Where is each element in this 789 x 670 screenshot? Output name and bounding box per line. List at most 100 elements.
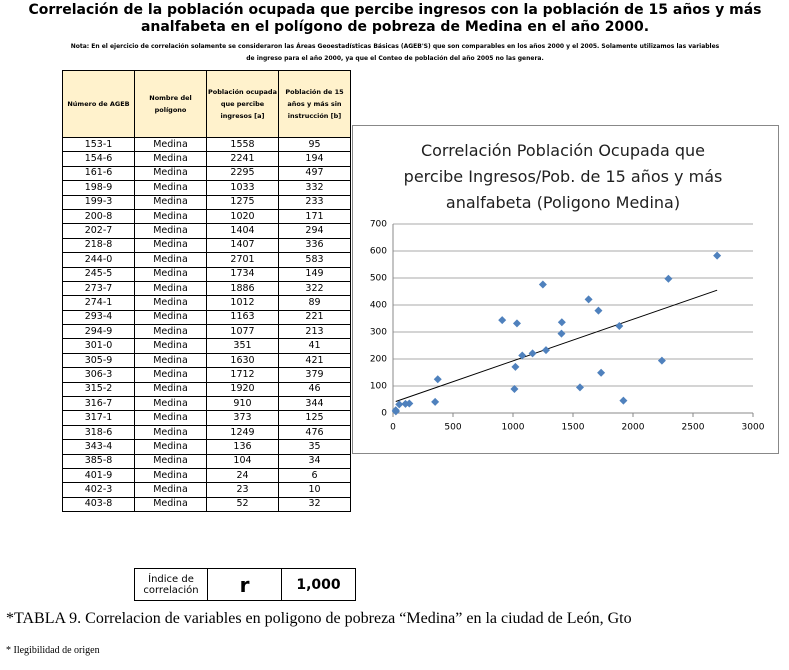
point xyxy=(538,280,547,289)
table-cell: 497 xyxy=(278,165,351,182)
table-cell: 136 xyxy=(206,439,279,455)
table-cell: Medina xyxy=(134,424,207,441)
table-cell: 1630 xyxy=(206,352,279,369)
x-tick-label: 1500 xyxy=(562,423,585,433)
table-cell: 171 xyxy=(278,208,351,225)
point xyxy=(713,251,722,260)
footnote: * Ilegibilidad de origen xyxy=(6,645,100,656)
point xyxy=(664,274,673,283)
point xyxy=(391,406,400,415)
data-table: Número de AGEB Nombre del polígono Poblaci… xyxy=(62,70,351,513)
point xyxy=(510,384,519,393)
table-row: 273-7 Medina 1886 322 xyxy=(62,280,351,297)
footer-symbol: r xyxy=(207,568,282,601)
plot: 0 100 200 300 400 500 600 700 0 500 1000 1500 2000 25… xyxy=(370,220,765,433)
point xyxy=(575,383,584,392)
table-row: 293-4 Medina 1163 221 xyxy=(62,309,351,326)
table-row: 401-9 Medina 24 6 xyxy=(62,467,351,484)
table-cell: 89 xyxy=(278,295,351,311)
table-cell: 293-4 xyxy=(62,309,135,326)
table-cell: 294-9 xyxy=(62,324,135,340)
footer-table: Índice de correlación r 1,000 xyxy=(134,568,356,601)
y-tick-label: 400 xyxy=(370,301,387,311)
table-cell: 1249 xyxy=(206,424,279,441)
table-row: 244-0 Medina 2701 583 xyxy=(62,252,351,268)
table-cell: 2701 xyxy=(206,252,279,268)
table-row: 153-1 Medina 1558 95 xyxy=(62,136,351,153)
point xyxy=(433,375,442,384)
table-cell: 198-9 xyxy=(62,180,135,196)
chart: Correlación Población Ocupada que percib… xyxy=(352,125,779,454)
table-cell: 34 xyxy=(278,453,351,469)
table-cell: 245-5 xyxy=(62,266,135,282)
table-cell: 2241 xyxy=(206,151,279,167)
table-cell: 322 xyxy=(278,280,351,297)
table-cell: 153-1 xyxy=(62,136,135,153)
table-cell: Medina xyxy=(134,165,207,182)
caption: *TABLA 9. Correlacion de variables en po… xyxy=(6,610,632,627)
table-cell: 301-0 xyxy=(62,338,135,354)
table-cell: 332 xyxy=(278,180,351,196)
table-cell: 104 xyxy=(206,453,279,469)
y-tick-label: 600 xyxy=(370,247,387,257)
table-row: 301-0 Medina 351 41 xyxy=(62,338,351,354)
table-row: 305-9 Medina 1630 421 xyxy=(62,352,351,369)
y-tick-label: 300 xyxy=(370,328,387,338)
table-cell: 1077 xyxy=(206,324,279,340)
table-cell: 1012 xyxy=(206,295,279,311)
table-row: 403-8 Medina 52 32 xyxy=(62,496,351,513)
table-row: 294-9 Medina 1077 213 xyxy=(62,324,351,340)
table-cell: 24 xyxy=(206,467,279,484)
table-cell: 476 xyxy=(278,424,351,441)
table-cell: 403-8 xyxy=(62,496,135,513)
table-row: 199-3 Medina 1275 233 xyxy=(62,194,351,210)
point xyxy=(498,316,507,325)
table-row: 317-1 Medina 373 125 xyxy=(62,410,351,426)
table-cell: Medina xyxy=(134,338,207,354)
table-row: 202-7 Medina 1404 294 xyxy=(62,223,351,239)
table-cell: 149 xyxy=(278,266,351,282)
table-row: 306-3 Medina 1712 379 xyxy=(62,367,351,383)
point xyxy=(528,349,537,358)
table-cell: 2295 xyxy=(206,165,279,182)
table-cell: Medina xyxy=(134,266,207,282)
chart-title: Correlación Población Ocupada que percib… xyxy=(403,141,723,212)
y-tick-label: 200 xyxy=(370,355,387,365)
point xyxy=(619,396,628,405)
x-tick-label: 2500 xyxy=(682,423,705,433)
table-row: 315-2 Medina 1920 46 xyxy=(62,381,351,398)
table-row: 318-6 Medina 1249 476 xyxy=(62,424,351,441)
table-cell: 343-4 xyxy=(62,439,135,455)
x-tick-label: 500 xyxy=(444,423,461,433)
table-cell: 1558 xyxy=(206,136,279,153)
table-cell: Medina xyxy=(134,237,207,254)
table-cell: Medina xyxy=(134,367,207,383)
table-cell: 161-6 xyxy=(62,165,135,182)
note: Nota: En el ejercicio de correlación sol… xyxy=(70,43,720,62)
table-cell: Medina xyxy=(134,223,207,239)
table-cell: 1033 xyxy=(206,180,279,196)
table-cell: 1275 xyxy=(206,194,279,210)
table-cell: 1404 xyxy=(206,223,279,239)
table-cell: Medina xyxy=(134,410,207,426)
table-cell: 315-2 xyxy=(62,381,135,398)
point xyxy=(431,397,440,406)
table-row: 402-3 Medina 23 10 xyxy=(62,482,351,498)
table-cell: Medina xyxy=(134,467,207,484)
table-cell: 402-3 xyxy=(62,482,135,498)
table-row: 200-8 Medina 1020 171 xyxy=(62,208,351,225)
table-cell: Medina xyxy=(134,482,207,498)
table-cell: 221 xyxy=(278,309,351,326)
table-cell: 294 xyxy=(278,223,351,239)
table-cell: 1886 xyxy=(206,280,279,297)
table-cell: Medina xyxy=(134,352,207,369)
x-tick-label: 2000 xyxy=(622,423,645,433)
y-tick-label: 500 xyxy=(370,274,387,284)
table-cell: 244-0 xyxy=(62,252,135,268)
table-cell: 200-8 xyxy=(62,208,135,225)
table-cell: 373 xyxy=(206,410,279,426)
table-cell: 910 xyxy=(206,396,279,412)
table-cell: Medina xyxy=(134,136,207,153)
point xyxy=(401,399,410,408)
